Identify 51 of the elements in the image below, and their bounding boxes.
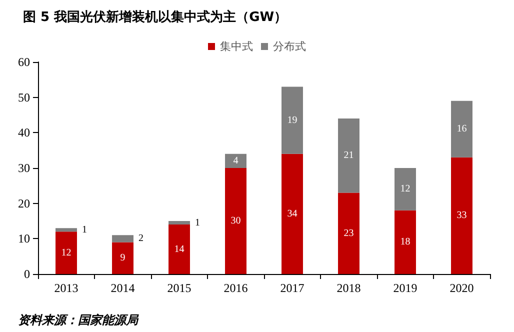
data-label: 33 — [456, 210, 467, 222]
y-tick-label: 20 — [18, 196, 30, 210]
bar — [225, 154, 246, 168]
data-label: 14 — [174, 244, 184, 255]
legend-label: 集中式 — [220, 40, 253, 53]
data-label: 23 — [344, 228, 354, 239]
bar — [112, 235, 134, 242]
bar — [168, 221, 190, 225]
data-label: 12 — [400, 184, 410, 195]
data-label: 16 — [456, 124, 467, 135]
data-label: 19 — [287, 114, 298, 126]
data-label: 4 — [233, 155, 238, 166]
data-label: 18 — [400, 236, 410, 248]
data-label: 34 — [287, 208, 298, 220]
bar — [338, 192, 360, 274]
x-tick-label: 2013 — [54, 281, 78, 295]
bar — [56, 232, 77, 274]
y-tick-label: 10 — [18, 232, 30, 246]
x-tick-label: 2019 — [393, 281, 418, 295]
legend-label: 分布式 — [273, 40, 306, 53]
x-tick-label: 2020 — [450, 281, 474, 295]
bar — [451, 100, 472, 158]
bar — [451, 157, 472, 274]
data-label: 2 — [138, 233, 144, 244]
chart-title: 图 5 我国光伏新增装机以集中式为主（GW） — [23, 9, 288, 25]
x-tick-label: 2017 — [280, 281, 304, 295]
y-tick-label: 60 — [18, 55, 30, 69]
data-label: 1 — [82, 224, 87, 236]
bar — [225, 168, 246, 274]
bar — [56, 228, 77, 232]
x-tick-label: 2014 — [110, 281, 135, 295]
data-label: 21 — [344, 150, 354, 162]
y-tick-label: 40 — [18, 126, 30, 140]
bar — [394, 210, 416, 274]
data-label: 30 — [230, 216, 241, 226]
bar — [282, 154, 303, 274]
bar — [394, 168, 416, 210]
data-label: 9 — [120, 252, 126, 264]
data-label: 12 — [61, 247, 72, 258]
bar — [112, 242, 134, 274]
data-label: 1 — [194, 217, 200, 228]
text: 资料来源：国家能源局 — [18, 313, 139, 327]
bar — [282, 86, 303, 154]
bar — [168, 224, 190, 274]
y-tick-label: 0 — [24, 267, 30, 281]
x-tick-label: 2015 — [167, 281, 192, 295]
x-tick-label: 2018 — [336, 281, 361, 295]
bar — [338, 118, 360, 193]
y-tick-label: 30 — [18, 161, 30, 175]
y-tick-label: 50 — [18, 90, 30, 104]
x-tick-label: 2016 — [224, 281, 248, 295]
